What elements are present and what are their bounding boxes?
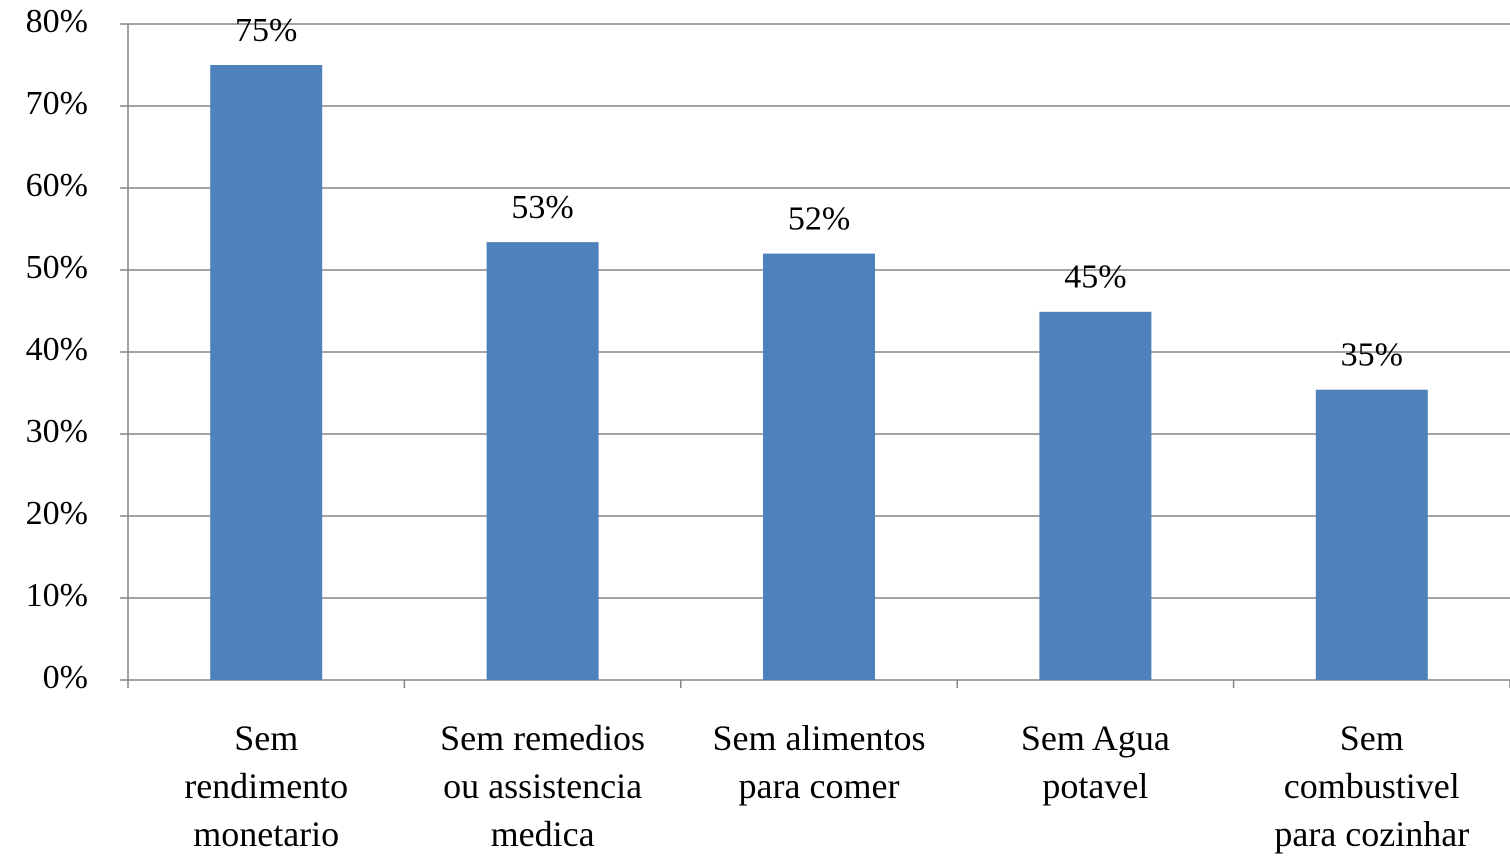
y-tick-label: 40%: [26, 331, 88, 368]
y-tick-label: 70%: [26, 85, 88, 122]
data-label: 53%: [511, 189, 573, 226]
x-tick-label-line: Sem: [1340, 718, 1404, 758]
y-tick-label: 50%: [26, 249, 88, 286]
x-tick-label-line: ou assistencia: [443, 766, 642, 806]
x-tick-label-line: potavel: [1042, 766, 1148, 806]
x-tick-label: Sem remedios ou assistencia medica: [440, 718, 645, 854]
x-tick-label-line: Sem alimentos: [713, 718, 926, 758]
y-tick-label: 20%: [26, 495, 88, 532]
x-tick-label-line: Sem: [234, 718, 298, 758]
data-label: 45%: [1064, 259, 1126, 296]
bar: [486, 242, 599, 680]
x-tick-label: Sem combustivel para cozinhar: [1274, 718, 1469, 854]
bar: [1315, 389, 1428, 680]
bar: [763, 253, 875, 680]
x-tick-label-line: Sem Agua: [1021, 718, 1170, 758]
bar: [1039, 311, 1152, 680]
x-tick-label: Sem Agua potavel: [1021, 718, 1170, 806]
y-tick-label: 0%: [43, 659, 88, 696]
x-tick-label-line: para comer: [739, 766, 900, 806]
y-tick-label: 10%: [26, 577, 88, 614]
y-tick-label: 80%: [26, 3, 88, 40]
bar: [210, 65, 323, 680]
x-tick-label-line: rendimento: [184, 766, 348, 806]
x-tick-label-line: combustivel: [1284, 766, 1460, 806]
x-tick-label-line: para cozinhar: [1274, 814, 1469, 854]
data-label: 35%: [1341, 337, 1403, 374]
data-label: 75%: [235, 12, 297, 49]
x-tick-label-line: Sem remedios: [440, 718, 645, 758]
data-label: 52%: [788, 200, 850, 237]
x-tick-label: Sem rendimento monetario: [184, 718, 348, 854]
x-tick-label: Sem alimentos para comer: [713, 718, 926, 806]
x-tick-label-line: monetario: [193, 814, 339, 854]
y-tick-label: 30%: [26, 413, 88, 450]
x-tick-label-line: medica: [491, 814, 595, 854]
y-tick-label: 60%: [26, 167, 88, 204]
